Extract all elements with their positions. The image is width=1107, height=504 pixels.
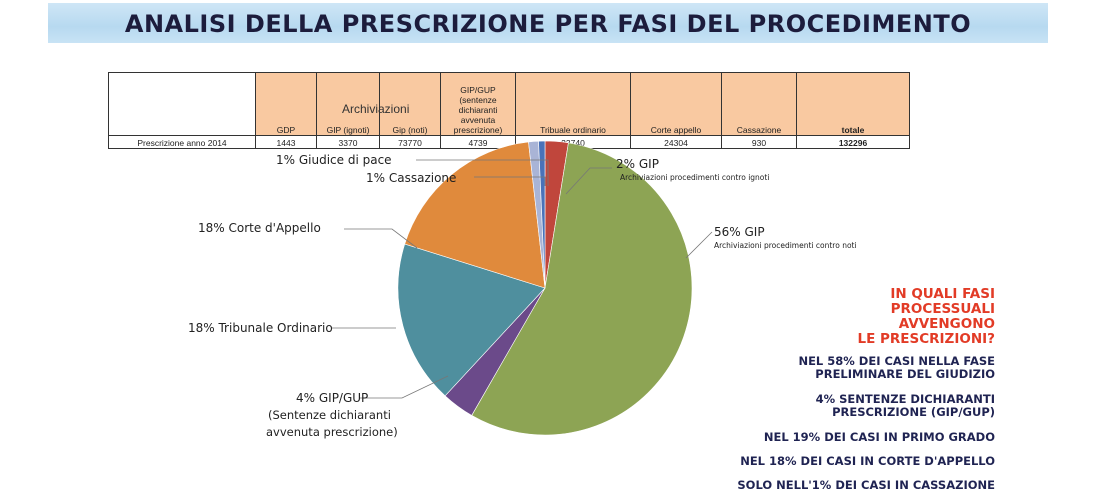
table-cell: 24304 [630, 135, 722, 149]
title-bar: ANALISI DELLA PRESCRIZIONE PER FASI DEL … [48, 3, 1048, 43]
label-corte-appello: 18% Corte d'Appello [198, 221, 321, 235]
data-table: GDP GIP (ignoti) Gip (noti) GIP/GUP (sen… [108, 72, 910, 149]
leader-line-gup [360, 375, 449, 399]
table-cell: 132296 [796, 135, 910, 149]
leader-line-giudice [416, 159, 549, 186]
question-line: AVVENGONO [898, 316, 995, 332]
leader-line-cassazione [474, 176, 546, 186]
table-cell: 3370 [316, 135, 380, 149]
finding-line: PRESCRIZIONE (GIP/GUP) [832, 405, 995, 419]
table-header-cell: GDP [255, 72, 317, 136]
label-gip-gup-sub1: (Sentenze dichiaranti [268, 408, 391, 422]
finding-3: NEL 19% DEI CASI IN PRIMO GRADO [715, 431, 995, 444]
label-gip-gup-sub2: avvenuta prescrizione) [266, 425, 398, 439]
table-header-cell: GIP/GUP (sentenze dichiaranti avvenuta p… [440, 72, 516, 136]
finding-line: PRELIMINARE DEL GIUDIZIO [815, 367, 995, 381]
question-line: LE PRESCRIZIONI? [857, 331, 995, 347]
question-line: IN QUALI FASI [890, 286, 995, 302]
label-tribunale: 18% Tribunale Ordinario [188, 321, 333, 335]
page-title: ANALISI DELLA PRESCRIZIONE PER FASI DEL … [124, 10, 972, 38]
leader-line-corte [344, 228, 418, 249]
label-gip-ignoti-sub: Archiviazioni procedimenti contro ignoti [620, 173, 769, 182]
pie-slice-1 [471, 142, 693, 436]
table-cell: 4739 [440, 135, 516, 149]
pie-slice-6 [538, 140, 546, 289]
label-gip-gup: 4% GIP/GUP [296, 391, 368, 405]
question-heading: IN QUALI FASI PROCESSUALI AVVENGONO LE P… [795, 287, 995, 347]
leader-line-gip-noti [685, 231, 713, 259]
table-row: Prescrizione anno 2014 1443 3370 73770 4… [108, 135, 910, 149]
table-header-cell: totale [796, 72, 910, 136]
finding-1: NEL 58% DEI CASI NELLA FASE PRELIMINARE … [715, 355, 995, 381]
pie-slice-3 [397, 243, 546, 397]
finding-line: 4% SENTENZE DICHIARANTI [815, 392, 995, 406]
leader-line-gip-ignoti [565, 167, 612, 195]
finding-5: SOLO NELL'1% DEI CASI IN CASSAZIONE [715, 479, 995, 492]
label-gip-noti-sub: Archiviazioni procedimenti contro noti [714, 241, 857, 250]
finding-line: SOLO NELL'1% DEI CASI IN CASSAZIONE [737, 478, 995, 492]
leader-lines [332, 159, 713, 399]
label-cassazione: 1% Cassazione [366, 171, 456, 185]
finding-line: NEL 19% DEI CASI IN PRIMO GRADO [763, 430, 995, 444]
pie-slices [397, 140, 693, 436]
label-gip-noti: 56% GIP [714, 225, 765, 239]
question-line: PROCESSUALI [890, 301, 995, 317]
pie-slice-4 [404, 141, 546, 289]
table-header-row: GDP GIP (ignoti) Gip (noti) GIP/GUP (sen… [108, 72, 910, 136]
label-gip-ignoti: 2% GIP [616, 157, 659, 171]
table-header-cell: Cassazione [721, 72, 797, 136]
table-cell: 930 [721, 135, 797, 149]
table-header-blank [108, 72, 256, 136]
table-cell: 73770 [379, 135, 441, 149]
table-cell: 1443 [255, 135, 317, 149]
table-header-cell: Tribuale ordinario [515, 72, 631, 136]
label-giudice-di-pace: 1% Giudice di pace [276, 153, 392, 167]
finding-line: NEL 18% DEI CASI IN CORTE D'APPELLO [740, 454, 995, 468]
table-header-cell: Gip (noti) [379, 72, 441, 136]
finding-4: NEL 18% DEI CASI IN CORTE D'APPELLO [715, 455, 995, 468]
table-row-label: Prescrizione anno 2014 [108, 135, 256, 149]
archiviazioni-group-label: Archiviazioni [342, 102, 410, 116]
finding-line: NEL 58% DEI CASI NELLA FASE [798, 354, 995, 368]
finding-2: 4% SENTENZE DICHIARANTI PRESCRIZIONE (GI… [715, 393, 995, 419]
table-header-cell: Corte appello [630, 72, 722, 136]
